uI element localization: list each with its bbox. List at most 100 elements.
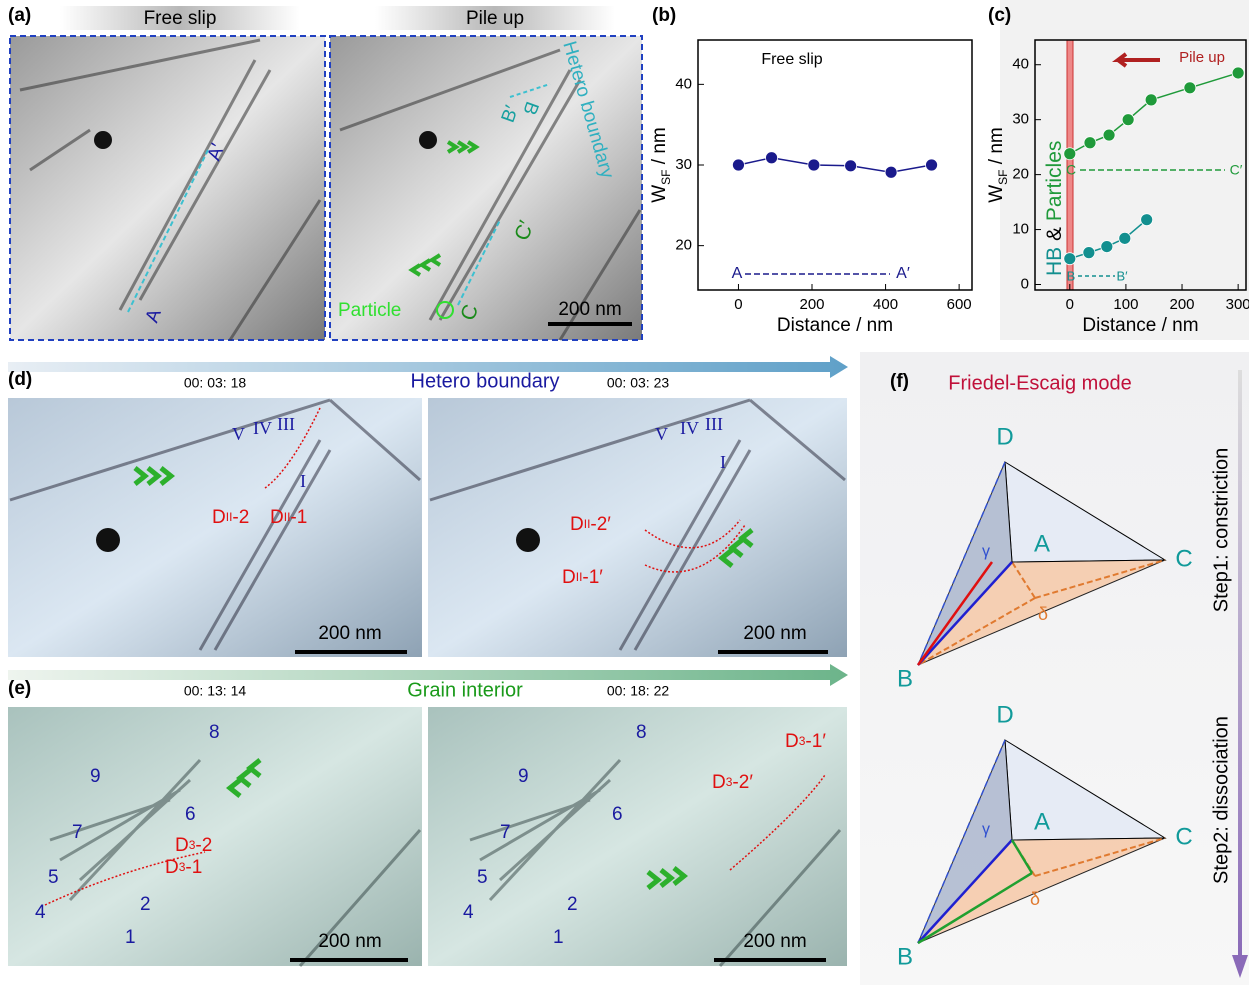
annotation: C′ (1230, 162, 1243, 178)
panel-background (860, 352, 1249, 985)
dislocation-number: 7 (500, 822, 511, 843)
data-point (1103, 129, 1115, 141)
label-part: D (270, 507, 284, 528)
annotation: Pile up (1179, 49, 1225, 66)
x-tick-label: 0 (734, 296, 742, 313)
y-tick-label: 10 (1012, 221, 1029, 238)
dislocation-label: D3-1′ (785, 731, 826, 752)
timestamp: 00: 03: 18 (184, 375, 246, 391)
side-label-part: HB (1043, 247, 1066, 276)
vertex-label: C (1175, 823, 1192, 850)
panel-label: (c) (988, 5, 1011, 26)
particle (94, 131, 112, 149)
scale-label: 200 nm (743, 623, 806, 644)
dislocation-number: 2 (140, 894, 151, 915)
label-part: D (562, 567, 576, 588)
roman-label: III (277, 414, 295, 434)
vertex-label: B (897, 665, 913, 692)
dislocation-number: 5 (477, 867, 488, 888)
annotation: C (1066, 162, 1076, 178)
label-part: -2′ (732, 772, 753, 793)
data-point (845, 160, 857, 172)
scale-bar (714, 958, 826, 962)
panel-e: (e) Grain interior 00: 13: 14 00: 18: 22… (8, 664, 848, 966)
vertex-label: B (897, 943, 913, 970)
micrograph (8, 707, 422, 966)
label-part: D (175, 835, 189, 856)
annotation: Particle (338, 300, 401, 321)
y-axis-label: WSF / nm (986, 127, 1010, 203)
roman-label: I (300, 471, 306, 491)
data-point (1141, 214, 1153, 226)
x-tick-label: 0 (1066, 296, 1074, 313)
y-tick-label: 40 (1012, 56, 1029, 73)
label-part: -1 (290, 507, 307, 528)
vertex-label: D (996, 701, 1013, 728)
vertex-label: γ (982, 543, 990, 560)
particle (516, 528, 540, 552)
panel-title: Friedel-Escaig mode (948, 372, 1131, 394)
dislocation-number: 5 (48, 867, 59, 888)
data-point (1119, 232, 1131, 244)
x-tick-label: 100 (1113, 296, 1138, 313)
y-axis-label-part: SF (659, 169, 673, 184)
label-part: D (165, 857, 179, 878)
step-label: Step2: dissociation (1210, 716, 1232, 884)
label-part: II (576, 570, 583, 584)
y-tick-label: 40 (675, 75, 692, 92)
vertex-label: δ (1030, 889, 1040, 909)
roman-label: IV (680, 418, 699, 438)
label-part: -1′ (805, 731, 826, 752)
annotation: A′ (896, 265, 910, 282)
panel-title: Grain interior (407, 679, 523, 701)
y-axis-label-part: SF (996, 169, 1010, 184)
image-title: Pile up (466, 8, 524, 29)
scale-label: 200 nm (743, 931, 806, 952)
data-point (1064, 148, 1076, 160)
data-point (808, 159, 820, 171)
scale-bar (548, 322, 632, 326)
panel-title: Hetero boundary (411, 370, 560, 392)
y-tick-label: 30 (675, 156, 692, 173)
dislocation-number: 1 (125, 927, 136, 948)
y-axis-label-part: W (986, 185, 1007, 203)
scale-bar (290, 958, 408, 962)
label-part: D (212, 507, 226, 528)
side-label-part: & (1043, 221, 1066, 247)
roman-label: V (655, 424, 668, 444)
data-point (885, 166, 897, 178)
label-part: II (226, 510, 233, 524)
annotation: A (732, 265, 743, 282)
chart: 0200400600203040Distance / nmWSF / nm (649, 40, 972, 336)
x-axis-label: Distance / nm (777, 315, 893, 336)
label-part: D (785, 731, 799, 752)
panel-f: (f) Friedel-Escaig mode Step1: constrict… (860, 352, 1249, 985)
y-tick-label: 30 (1012, 111, 1029, 128)
timestamp: 00: 03: 23 (607, 375, 669, 391)
annotation: B′ (1116, 268, 1128, 283)
x-tick-label: 400 (873, 296, 898, 313)
label-part: -2′ (590, 514, 611, 535)
data-point (926, 159, 938, 171)
y-axis-label-part: / nm (649, 127, 670, 169)
x-axis-label: Distance / nm (1082, 315, 1198, 336)
panel-label: (d) (8, 369, 32, 390)
micrograph (330, 36, 642, 340)
data-point (732, 159, 744, 171)
scale-label: 200 nm (558, 299, 621, 320)
roman-label: V (232, 424, 245, 444)
vertex-label: γ (982, 821, 990, 838)
y-tick-label: 0 (1021, 275, 1029, 292)
timestamp: 00: 18: 22 (607, 683, 669, 699)
dislocation-label: DII-1′ (562, 567, 603, 588)
dislocation-number: 8 (209, 722, 220, 743)
dislocation-label: DII-2′ (570, 514, 611, 535)
dislocation-number: 2 (567, 894, 578, 915)
x-tick-label: 200 (799, 296, 824, 313)
panel-a: (a) Free slip Pile up A′ A B′ B Hetero b… (8, 5, 642, 340)
vertex-label: C (1175, 545, 1192, 572)
annotation: B (1067, 268, 1076, 283)
dislocation-number: 6 (612, 804, 623, 825)
scale-label: 200 nm (318, 931, 381, 952)
y-tick-label: 20 (1012, 166, 1029, 183)
